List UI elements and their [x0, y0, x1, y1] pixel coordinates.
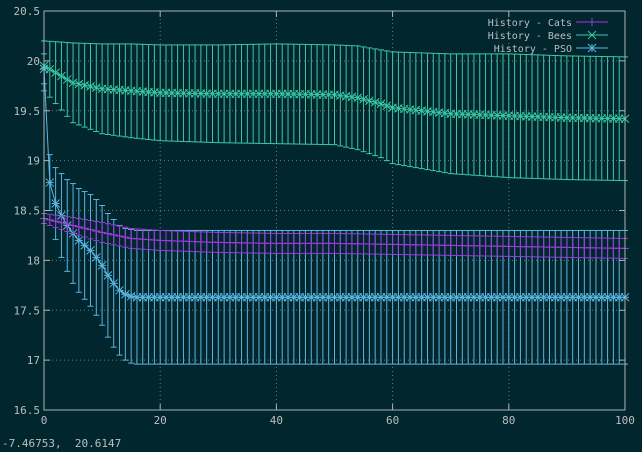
legend: History - Cats History - Bees History - PS… [488, 18, 608, 55]
data-point [57, 71, 66, 81]
y-tick-label: 17 [27, 354, 40, 367]
y-tick-label: 19.5 [14, 105, 41, 118]
data-point [51, 68, 60, 77]
x-tick-label: 20 [154, 414, 167, 427]
data-point [45, 64, 55, 74]
coordinate-readout: -7.46753, 20.6147 [2, 437, 122, 450]
data-point [103, 270, 113, 280]
legend-marker [587, 30, 597, 40]
data-point [370, 97, 380, 107]
y-tick-label: 20 [27, 55, 40, 68]
ticks: 16.5 17 17.5 18 18.5 19 19.5 20 20.5 0 20 40 60 80 100 [14, 5, 635, 427]
data-point [86, 246, 95, 255]
x-tick-label: 40 [270, 414, 283, 427]
legend-marker [587, 43, 597, 53]
data-point [353, 93, 363, 103]
data-point [51, 199, 60, 208]
x-tick-label: 80 [502, 414, 515, 427]
y-tick-label: 20.5 [14, 5, 41, 18]
data-point [109, 278, 119, 288]
data-point [365, 96, 374, 106]
data-point [45, 178, 55, 187]
y-tick-label: 17.5 [14, 304, 41, 317]
x-tick-label: 100 [615, 414, 635, 427]
data-point [62, 75, 72, 84]
y-tick-label: 19 [27, 155, 40, 168]
data-point [80, 80, 90, 90]
y-tick-label: 16.5 [14, 404, 41, 417]
data-point [376, 99, 386, 109]
data-point [120, 289, 130, 299]
data-point [91, 253, 101, 262]
data-point [91, 83, 101, 92]
data-point [382, 101, 392, 111]
data-point [80, 241, 90, 250]
data-point [97, 261, 107, 270]
legend-label: History - Bees [488, 31, 572, 42]
data-point [74, 79, 84, 89]
data-point [74, 236, 84, 245]
series-layer [39, 40, 630, 365]
data-point [359, 94, 368, 104]
y-tick-label: 18.5 [14, 205, 41, 218]
x-tick-label: 60 [386, 414, 399, 427]
legend-label: History - PSO [494, 44, 572, 55]
y-tick-label: 18 [27, 254, 40, 267]
series-history-cats [40, 212, 629, 259]
x-tick-label: 0 [41, 414, 48, 427]
data-point [86, 82, 95, 91]
data-point [68, 78, 78, 88]
data-point [115, 285, 124, 295]
legend-label: History - Cats [488, 18, 572, 29]
